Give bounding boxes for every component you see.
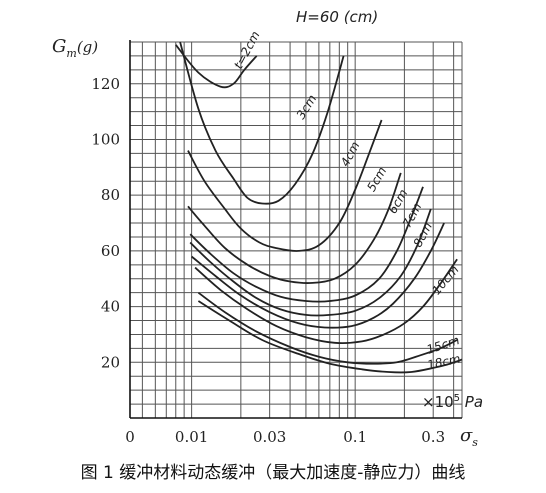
x-tick-label: 0.01 <box>175 428 208 446</box>
curve-15cm <box>197 291 458 365</box>
chart-axes <box>129 40 462 419</box>
curve-7cm <box>189 208 432 317</box>
curve-label: t=2cm <box>231 29 262 71</box>
grid-lines <box>130 41 463 418</box>
curve-4cm <box>187 119 383 252</box>
x-tick-label: 0 <box>125 428 135 446</box>
curve-group <box>175 41 463 374</box>
curve-3cm <box>179 41 345 205</box>
y-tick-label: 20 <box>101 353 120 371</box>
y-tick-label: 60 <box>101 242 120 260</box>
x-tick-label: 0.1 <box>343 428 367 446</box>
figure-caption: 图 1 缓冲材料动态缓冲（最大加速度-静应力）曲线 <box>80 463 466 483</box>
curve-10cm <box>194 258 458 344</box>
chart-canvas: 20 40 60 80 100 120 0 0.01 0.03 0.1 0.3 t=2cm 3cm 4c… <box>52 8 483 449</box>
x-tick-label: 0.03 <box>253 428 286 446</box>
height-label: H=60 (cm) <box>296 8 378 26</box>
x-tick-label: 0.3 <box>421 428 445 446</box>
curve-label: 4cm <box>338 139 363 168</box>
curve-8cm <box>191 222 445 329</box>
curve-5cm <box>187 172 402 284</box>
y-axis-title: Gm(g) <box>52 36 98 60</box>
x-unit-label: ×105 Pa <box>422 393 483 411</box>
y-tick-label: 120 <box>91 75 120 93</box>
x-axis-title: σs <box>460 425 478 449</box>
curve-18cm <box>197 300 463 374</box>
curve-label: 5cm <box>364 164 389 193</box>
y-tick-label: 100 <box>91 130 120 148</box>
curve-6cm <box>189 186 424 303</box>
curve-label: 3cm <box>294 92 320 121</box>
curve-label: 18cm <box>426 352 462 373</box>
tick-labels: 20 40 60 80 100 120 0 0.01 0.03 0.1 0.3 <box>91 75 445 446</box>
curve-t-2cm <box>175 44 258 89</box>
y-tick-label: 40 <box>101 298 120 316</box>
y-tick-label: 80 <box>101 186 120 204</box>
